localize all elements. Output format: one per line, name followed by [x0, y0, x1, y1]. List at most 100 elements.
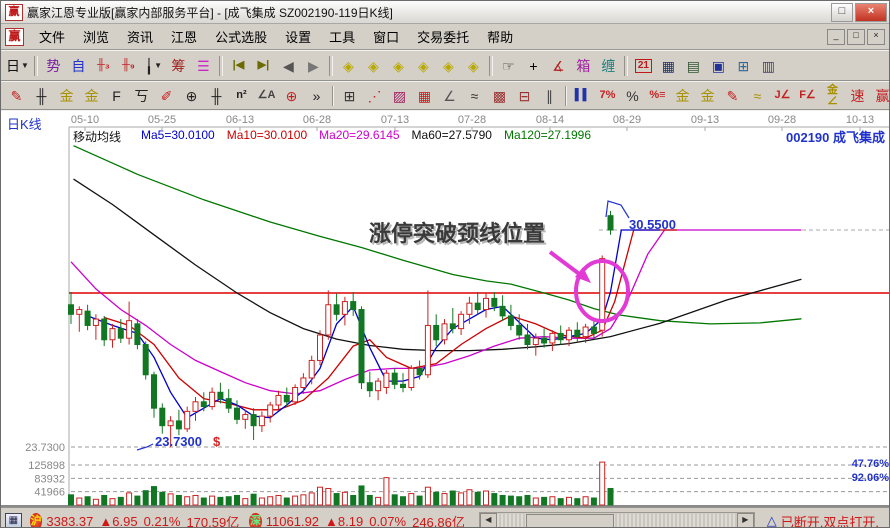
- keyboard-icon[interactable]: ▦: [5, 512, 22, 527]
- speed-angle-icon[interactable]: 速: [845, 85, 870, 107]
- pan-hand-icon[interactable]: ☞: [496, 55, 521, 77]
- ruler2-icon[interactable]: ╫: [204, 85, 229, 107]
- ma-line-ma20: [70, 229, 802, 395]
- horizontal-scrollbar[interactable]: ◀ ▶: [478, 512, 755, 527]
- diamond-center-icon[interactable]: ◈: [386, 55, 411, 77]
- percent-icon[interactable]: %: [620, 85, 645, 107]
- menu-item-2[interactable]: 浏览: [83, 29, 110, 45]
- kline-9-icon[interactable]: ╫₉: [116, 55, 141, 77]
- diamond-shrink-icon[interactable]: ◈: [411, 55, 436, 77]
- n-squared-icon[interactable]: n²: [229, 85, 254, 107]
- percent7-icon[interactable]: 7%: [595, 85, 620, 107]
- win-angle-icon[interactable]: 赢: [870, 85, 890, 107]
- more-tools-chevron[interactable]: »: [304, 85, 329, 107]
- candle-body: [532, 337, 539, 346]
- menu-item-4[interactable]: 江恩: [171, 29, 198, 45]
- gold-line-icon[interactable]: 金: [695, 85, 720, 107]
- ma-line-ma5: [87, 229, 661, 419]
- f-ruler-icon[interactable]: F: [104, 85, 129, 107]
- candle-style-icon[interactable]: ╽ ▼: [141, 55, 166, 77]
- menu-item-5[interactable]: 公式选股: [215, 29, 268, 45]
- restore-button[interactable]: □: [831, 2, 853, 22]
- goto-last-icon[interactable]: ▶|: [251, 55, 276, 77]
- angle-measure-icon[interactable]: ∡: [546, 55, 571, 77]
- volume-bar: [151, 486, 157, 506]
- red-pencil-icon[interactable]: ✎: [4, 85, 29, 107]
- toolbar-separator: [565, 85, 567, 106]
- diamond-compress-left-icon[interactable]: ◈: [336, 55, 361, 77]
- grid3-icon[interactable]: ⊟: [512, 85, 537, 107]
- wave-line-icon[interactable]: ≈: [462, 85, 487, 107]
- candle-body: [142, 344, 149, 376]
- f-angle-icon[interactable]: F∠: [795, 85, 820, 107]
- diamond-compress-right-icon[interactable]: ◈: [361, 55, 386, 77]
- notepad-icon[interactable]: ▤: [681, 55, 706, 77]
- fan-lines-icon[interactable]: ⋰: [362, 85, 387, 107]
- shanghai-index-icon[interactable]: 沪: [29, 512, 43, 527]
- gold-circle-icon[interactable]: 金: [670, 85, 695, 107]
- kline-3-icon[interactable]: ╫₃: [91, 55, 116, 77]
- volume-bar: [200, 497, 207, 506]
- title-bar: 赢 赢家江恩专业版[赢家内部服务平台] - [成飞集成 SZ002190-119…: [1, 1, 889, 24]
- menu-item-6[interactable]: 设置: [285, 29, 312, 45]
- period-day-selector[interactable]: 日 ▼: [4, 55, 31, 77]
- grid-box-icon[interactable]: ▦: [412, 85, 437, 107]
- parallel-lines-icon[interactable]: ∥: [537, 85, 562, 107]
- volume-profile-icon[interactable]: ☰: [191, 55, 216, 77]
- shenzhen-index-icon[interactable]: 深: [249, 512, 262, 527]
- j-angle-icon[interactable]: J∠: [770, 85, 795, 107]
- connection-status-text[interactable]: 已断开,双点打开.: [780, 514, 879, 528]
- self-select-icon[interactable]: 自: [66, 55, 91, 77]
- blue-hist-icon[interactable]: ▌▌: [570, 85, 595, 107]
- menu-item-9[interactable]: 交易委托: [417, 29, 470, 45]
- ruler-icon[interactable]: ╫: [29, 85, 54, 107]
- gold-ruler-icon[interactable]: 金: [54, 85, 79, 107]
- gann-square-icon[interactable]: ⊞: [337, 85, 362, 107]
- gann-box-icon[interactable]: 箱: [571, 55, 596, 77]
- calculator-icon[interactable]: ▦: [656, 55, 681, 77]
- gold-ruler2-icon[interactable]: 金: [79, 85, 104, 107]
- scroll-left-arrow[interactable]: ◀: [479, 513, 497, 527]
- percent-levels-icon[interactable]: %≡: [645, 85, 670, 107]
- period-day-selector-dropdown[interactable]: ▼: [21, 61, 29, 70]
- prev-icon[interactable]: ◀: [276, 55, 301, 77]
- calendar-21-icon[interactable]: 21: [631, 55, 656, 77]
- scrollbar-thumb[interactable]: [525, 514, 614, 527]
- mdi-restore-button[interactable]: □: [847, 28, 865, 45]
- next-icon[interactable]: ▶: [301, 55, 326, 77]
- pencil2-icon[interactable]: ✐: [154, 85, 179, 107]
- menu-item-1[interactable]: 文件: [39, 29, 66, 45]
- mdi-close-button[interactable]: ×: [867, 28, 885, 45]
- mdi-minimize-button[interactable]: _: [827, 28, 845, 45]
- remote-computer-icon[interactable]: ▥: [756, 55, 781, 77]
- save-disk-icon[interactable]: ▣: [706, 55, 731, 77]
- angle-ruler-icon[interactable]: ∠A: [254, 85, 279, 107]
- crosshair-icon[interactable]: +: [521, 55, 546, 77]
- goto-first-icon[interactable]: |◀: [226, 55, 251, 77]
- pencil-kline-icon[interactable]: ✎: [720, 85, 745, 107]
- grid2-icon[interactable]: ▩: [487, 85, 512, 107]
- menu-logo-icon: 赢: [5, 27, 24, 46]
- menu-item-3[interactable]: 资讯: [127, 29, 154, 45]
- kline-chart[interactable]: 05-10 05-25 06-13 06-28 07-13 07-28 08-14 08-29…: [1, 111, 890, 507]
- compass-circle-icon[interactable]: ⊕: [179, 85, 204, 107]
- diamond-expand-icon[interactable]: ◈: [436, 55, 461, 77]
- share-network-icon[interactable]: ⊞: [731, 55, 756, 77]
- chip-distribution-icon[interactable]: 筹: [166, 55, 191, 77]
- target-icon[interactable]: ⊕: [279, 85, 304, 107]
- spiral-ruler-icon[interactable]: 丂: [129, 85, 154, 107]
- gann-box-fan-icon[interactable]: ▨: [387, 85, 412, 107]
- menu-item-10[interactable]: 帮助: [487, 29, 514, 45]
- angle-lines-icon[interactable]: ∠: [437, 85, 462, 107]
- menu-item-7[interactable]: 工具: [329, 29, 356, 45]
- gold-wave-icon[interactable]: ≈: [745, 85, 770, 107]
- scrollbar-track[interactable]: [496, 514, 737, 527]
- scroll-right-arrow[interactable]: ▶: [736, 513, 754, 527]
- trend-window-icon[interactable]: 势: [41, 55, 66, 77]
- diamond-move-icon[interactable]: ◈: [461, 55, 486, 77]
- close-button[interactable]: ×: [855, 2, 887, 22]
- menu-item-8[interactable]: 窗口: [373, 29, 400, 45]
- gold-angle-icon[interactable]: 金∠: [820, 84, 845, 107]
- candle-style-icon-dropdown[interactable]: ▼: [154, 61, 163, 70]
- chan-line-icon[interactable]: 缠: [596, 55, 621, 77]
